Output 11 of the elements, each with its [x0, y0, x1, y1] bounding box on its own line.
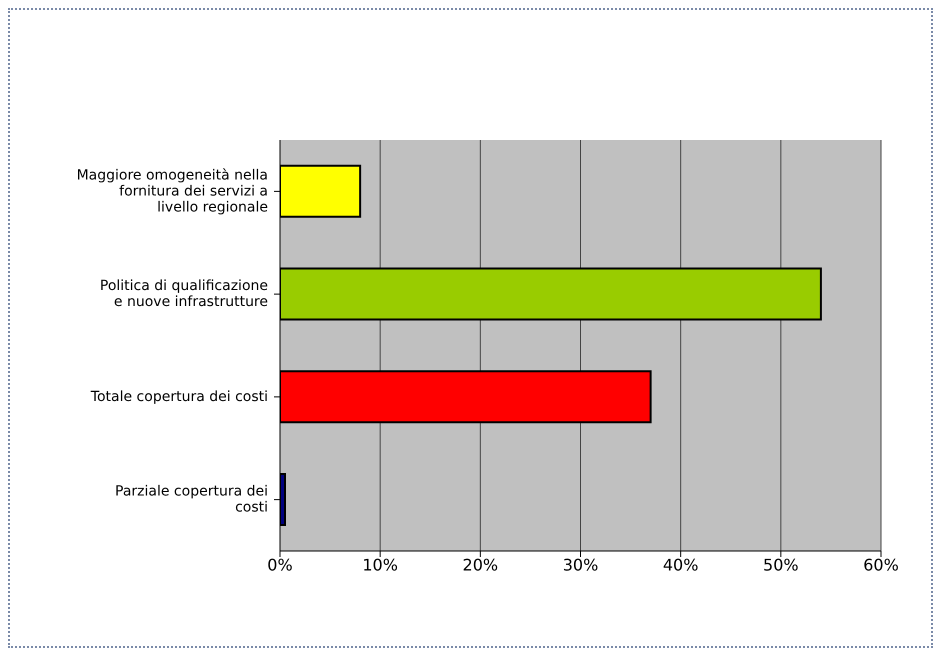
- x-tick-label: 40%: [662, 555, 698, 574]
- x-tick-label: 30%: [562, 555, 598, 574]
- x-tick-label: 60%: [863, 555, 899, 574]
- y-tick-label: Parziale copertura dei costi: [115, 483, 268, 516]
- y-tick-label: Politica di qualificazione e nuove infrastrutture: [100, 278, 268, 310]
- y-tick-label: Maggiore omogeneità nella fornitura dei servizi a livello regionale: [76, 167, 268, 216]
- x-tick-label: 10%: [362, 555, 398, 574]
- x-tick-label: 0%: [267, 555, 293, 574]
- x-tick-label: 20%: [462, 555, 498, 574]
- y-tick-label: Totale copertura dei costi: [90, 388, 268, 405]
- x-tick-label: 50%: [763, 555, 799, 574]
